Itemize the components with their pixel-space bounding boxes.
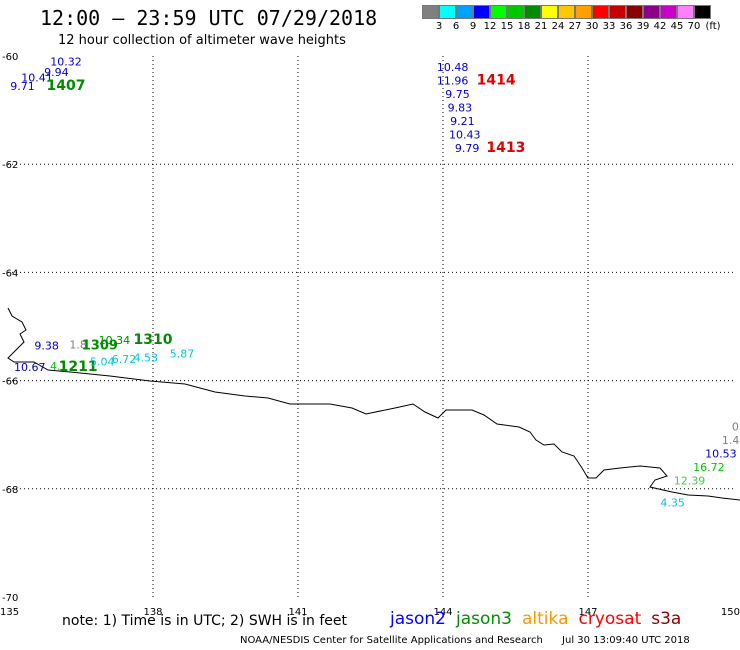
wave-height-label: 1.4 [722,434,740,447]
wave-height-label: 9.71 [10,80,35,93]
map-title: 12:00 – 23:59 UTC 07/29/2018 [40,6,378,30]
wave-height-label: 10.53 [705,448,737,461]
map-subtitle: 12 hour collection of altimeter wave hei… [58,33,346,48]
wave-height-label: 10.41 [21,72,53,85]
satellite-cryosat: cryosat [578,609,642,629]
legend-label: 70 [687,21,701,32]
wave-height-label: 1309 [82,338,118,353]
legend-label: 9 [469,21,477,32]
wave-height-label: 5.04 [90,356,115,369]
lat-tick-label: -66 [2,377,18,388]
wave-height-label: 1211 [59,359,98,375]
wave-height-label: 12.39 [674,475,706,488]
wave-height-label: 9.38 [34,339,59,352]
legend-swatch [422,5,439,19]
legend-label: 21 [534,21,548,32]
legend-swatch [626,5,643,19]
legend-label: 15 [500,21,514,32]
wave-height-label: 10.67 [14,361,46,374]
satellite-altika: altika [522,609,569,629]
credit-line: NOAA/NESDIS Center for Satellite Applica… [240,635,706,646]
satellite-s3a: s3a [651,609,682,629]
wave-height-label: 9.94 [44,66,69,79]
satellite-jason2: jason2 [390,609,446,629]
lat-tick-label: -62 [2,160,18,171]
wave-height-label: 10.34 [99,334,131,347]
wave-height-label: 10.32 [50,55,82,68]
lat-tick-label: -60 [2,52,18,63]
wave-height-label: 10.43 [449,128,481,141]
wave-height-label: 9.75 [445,88,470,101]
legend-swatch [592,5,609,19]
legend-label: (ft) [705,21,721,32]
legend-label: 36 [619,21,633,32]
wave-height-label: 9.21 [450,115,475,128]
satellite-jason3: jason3 [456,609,512,629]
lat-tick-label: -64 [2,268,18,279]
lon-tick-label: 138 [143,607,162,618]
wave-height-label: 16.72 [693,461,725,474]
legend-swatch [609,5,626,19]
legend-swatch [524,5,541,19]
lon-tick-label: 135 [0,607,19,618]
coastline [7,307,740,501]
legend-swatch [660,5,677,19]
legend-label: 39 [636,21,650,32]
wave-height-label: 1413 [486,140,525,156]
legend-swatch [439,5,456,19]
legend-swatch [575,5,592,19]
color-scale-labels: 3 6 9 12 15 18 21 24 27 30 33 36 39 42 45 70 (ft) [422,21,740,33]
legend-swatch [507,5,524,19]
wave-height-label: 10.48 [437,61,469,74]
legend-label: 27 [568,21,582,32]
wave-height-label: 5.87 [170,348,195,361]
legend-label: 30 [585,21,599,32]
legend-label: 6 [452,21,460,32]
lat-tick-label: -70 [2,593,18,604]
legend-swatch [456,5,473,19]
legend-swatch [643,5,660,19]
wave-height-label: 9.83 [448,101,473,114]
wave-height-label: 4.35 [660,496,685,509]
wave-height-label: 6.72 [112,353,137,366]
credit-organization: NOAA/NESDIS Center for Satellite Applica… [240,635,543,646]
legend-label: 3 [435,21,443,32]
credit-timestamp: Jul 30 13:09:40 UTC 2018 [562,635,690,646]
units-note: note: 1) Time is in UTC; 2) SWH is in fe… [62,613,348,629]
legend-swatch [677,5,694,19]
legend-label: 24 [551,21,565,32]
lon-tick-label: 147 [578,607,597,618]
map-axes: -60 -62 -64 -66 -68 -70 135 138 141 144 147 150 [0,52,740,618]
legend-label: 42 [653,21,667,32]
legend-label: 18 [517,21,531,32]
color-scale-legend [422,5,711,19]
wave-height-label: 0 [732,421,739,434]
lon-tick-label: 141 [288,607,307,618]
wave-height-label: 11.96 [437,74,469,87]
wave-height-label: 1.8 [69,338,87,351]
legend-swatch [694,5,711,19]
legend-swatch [541,5,558,19]
lat-tick-label: -68 [2,485,18,496]
legend-swatch [490,5,507,19]
wave-height-label: 4.53 [134,351,159,364]
legend-swatch [558,5,575,19]
legend-swatch [473,5,490,19]
legend-label: 33 [602,21,616,32]
legend-label: 12 [483,21,497,32]
wave-height-label: 1407 [47,78,86,94]
lon-tick-label: 150 [721,607,740,618]
map-grid [8,56,733,597]
wave-height-label: 9.79 [455,142,480,155]
legend-label: 45 [670,21,684,32]
wave-height-label: 1414 [477,72,516,88]
wave-height-label: 4.1 [50,360,68,373]
wave-height-label: 1310 [134,332,173,348]
lon-tick-label: 144 [433,607,452,618]
satellite-legend: jason2 jason3 altika cryosat s3a [390,609,691,629]
